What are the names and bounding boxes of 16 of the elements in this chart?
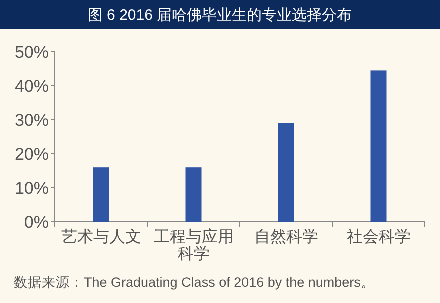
- y-tick-label: 30%: [14, 111, 49, 130]
- y-tick-label: 50%: [14, 43, 49, 62]
- bar: [93, 168, 110, 222]
- y-tick-label: 40%: [14, 77, 49, 96]
- x-tick-label: 社会科学: [346, 228, 411, 246]
- chart-title: 图 6 2016 届哈佛毕业生的专业选择分布: [88, 7, 352, 24]
- x-tick-label: 艺术与人文: [61, 228, 142, 246]
- bar: [370, 70, 387, 222]
- x-tick-label: 自然科学: [254, 228, 318, 246]
- y-tick-label: 0%: [24, 213, 49, 232]
- bar: [278, 123, 294, 222]
- x-tick-label: 工程与应用科学: [154, 228, 234, 263]
- y-tick-label: 20%: [14, 145, 49, 164]
- y-tick-label: 10%: [14, 179, 49, 198]
- bar: [186, 168, 202, 222]
- source-note: 数据来源：The Graduating Class of 2016 by the numbers。: [14, 275, 375, 290]
